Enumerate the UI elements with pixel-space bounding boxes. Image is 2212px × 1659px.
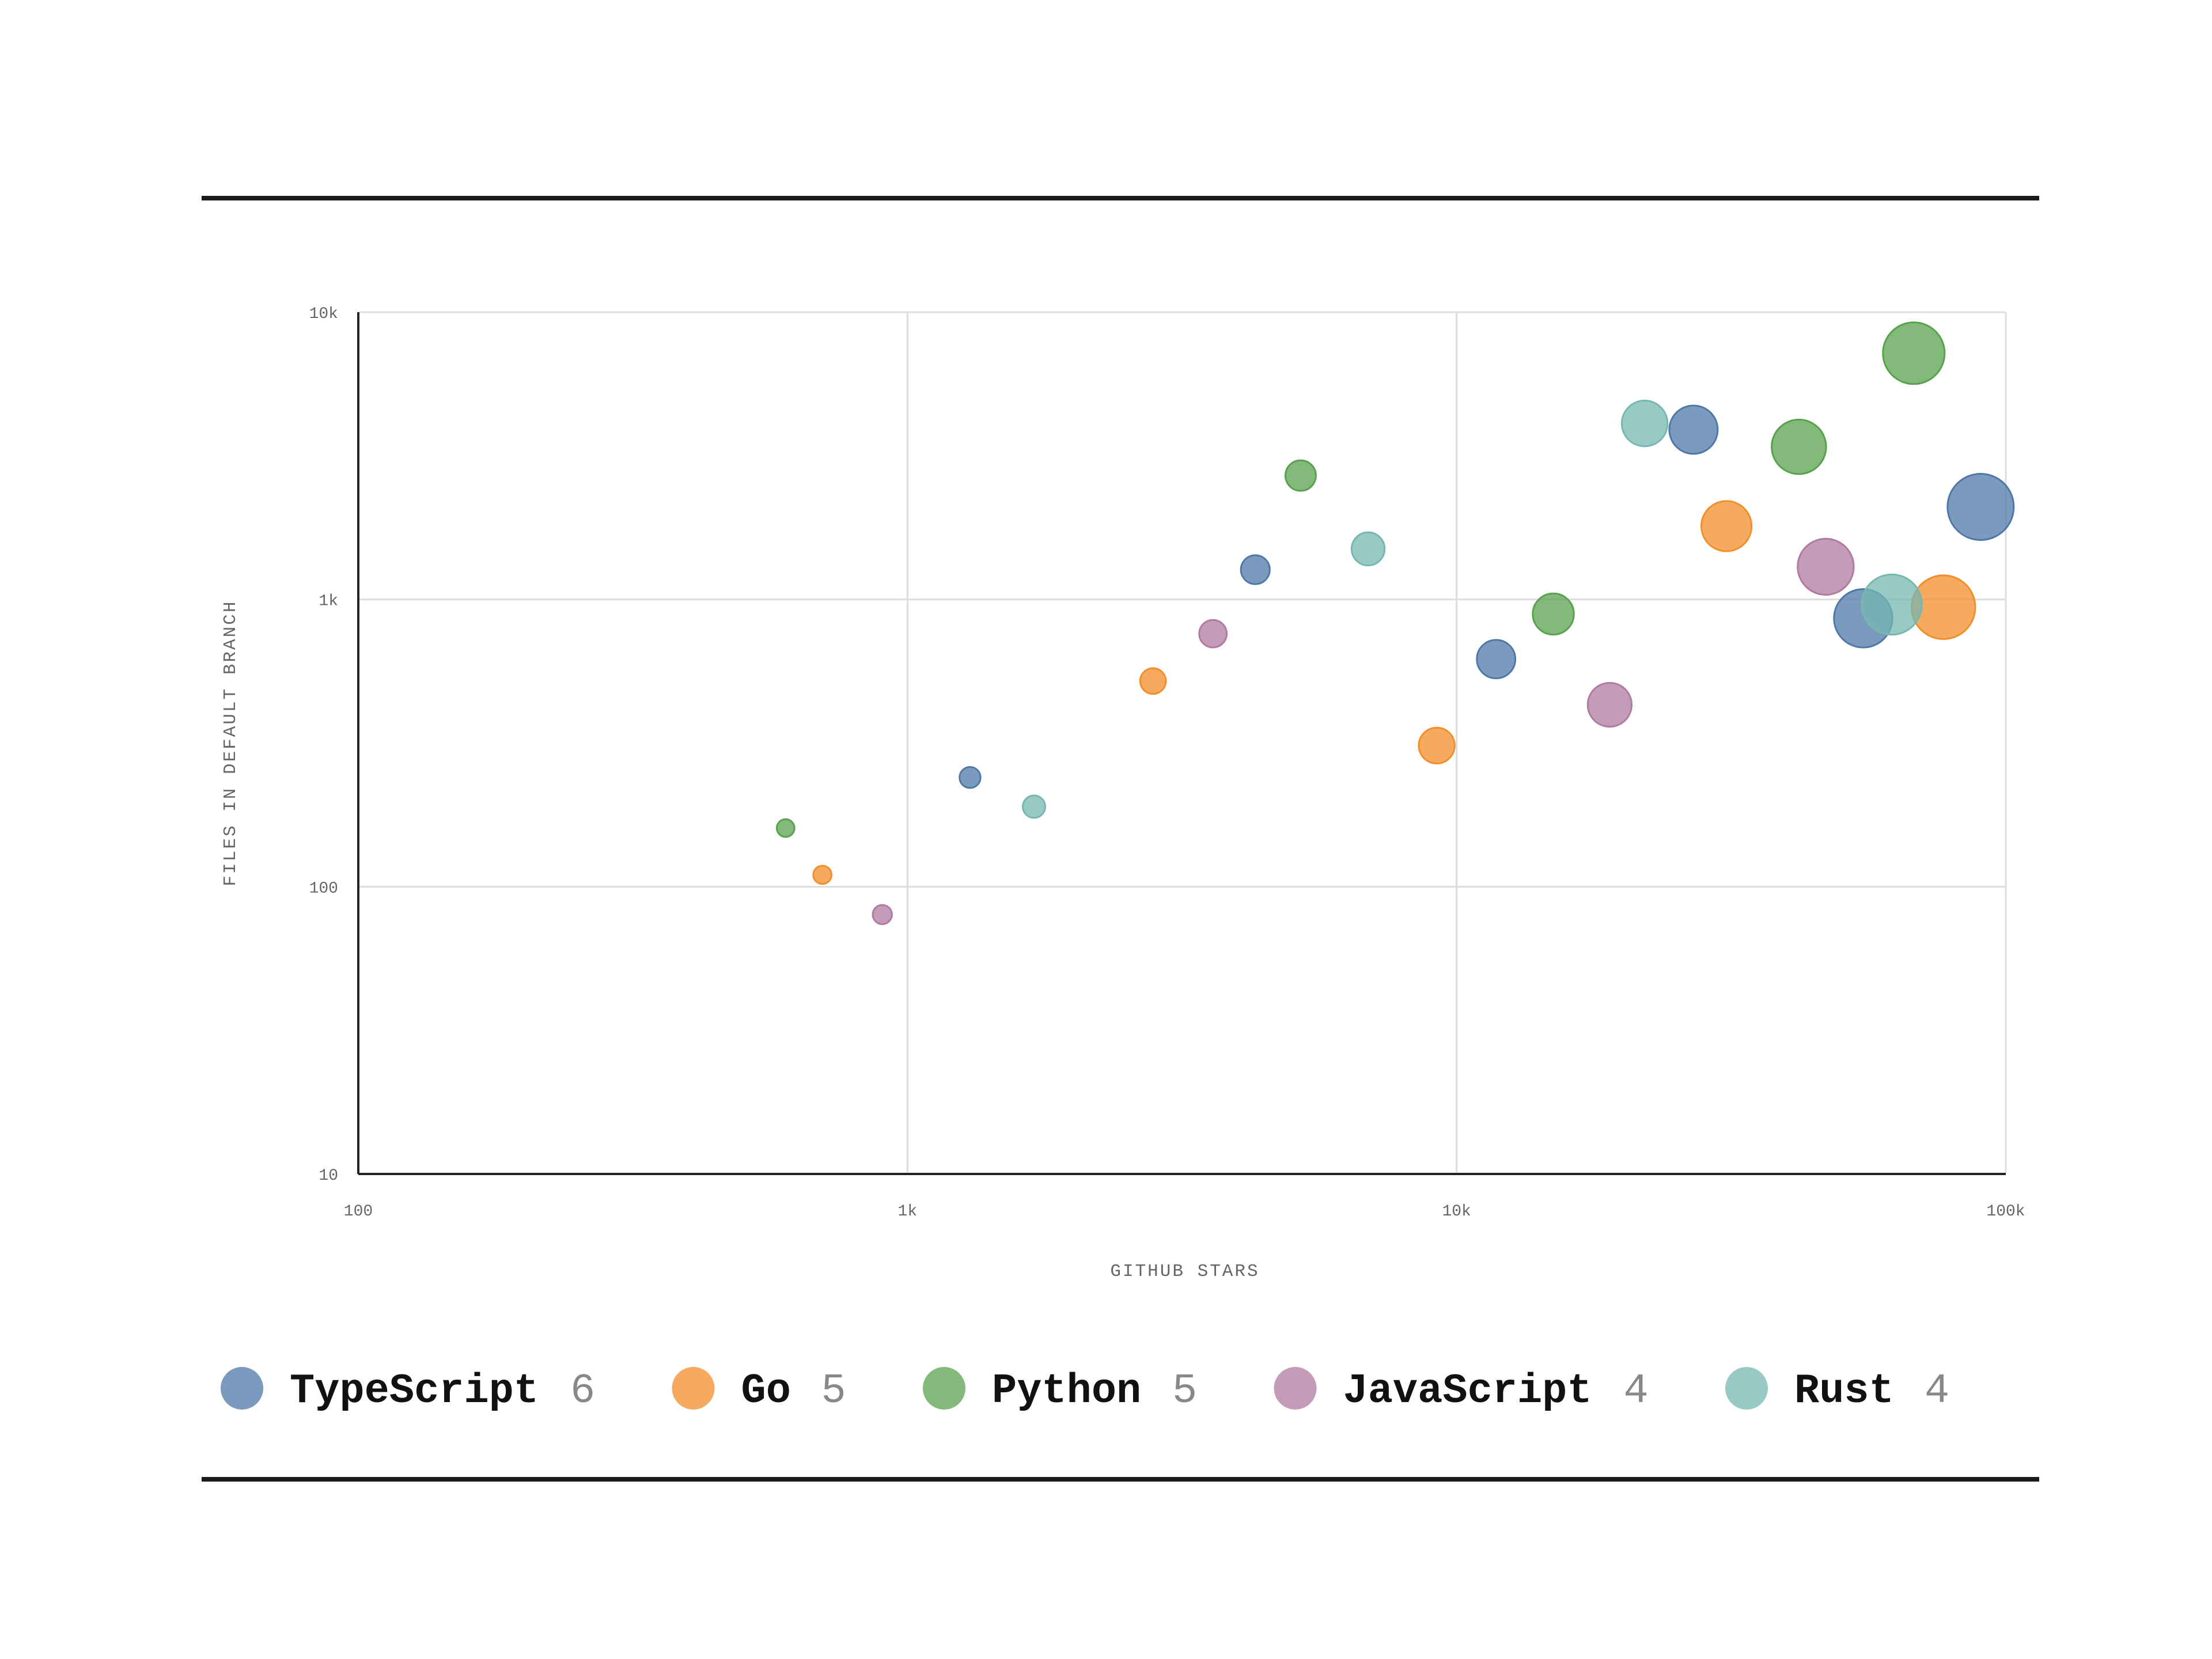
point-rust xyxy=(1861,573,1923,636)
bottom-rule xyxy=(202,1477,2039,1482)
y-tick-label: 100 xyxy=(309,880,338,897)
point-javascript xyxy=(1797,537,1855,596)
x-tick-label: 100k xyxy=(1986,1203,2025,1221)
legend-swatch xyxy=(1274,1367,1317,1410)
y-axis-title: FILES IN DEFAULT BRANCH xyxy=(221,600,241,887)
point-typescript xyxy=(1476,639,1517,680)
point-javascript xyxy=(1198,619,1228,649)
point-javascript xyxy=(1586,681,1633,728)
legend-item-rust: Rust 4 xyxy=(1725,1367,1949,1415)
point-typescript xyxy=(959,766,982,789)
point-go xyxy=(812,865,832,885)
x-tick-label: 1k xyxy=(898,1203,918,1221)
x-tick-label: 10k xyxy=(1442,1203,1471,1221)
y-tick-label: 10k xyxy=(309,305,338,323)
point-typescript xyxy=(1668,404,1719,455)
legend: TypeScript 6 Go 5 Python 5 JavaScript 4 Rust 4 xyxy=(221,1367,1949,1415)
y-tick-label: 1k xyxy=(319,593,338,611)
legend-count: 6 xyxy=(570,1368,595,1415)
tick-labels: 100 1k 10k 100k 10 100 1k 10k xyxy=(309,305,2025,1221)
legend-count: 5 xyxy=(821,1368,846,1415)
point-javascript xyxy=(872,904,893,925)
legend-item-typescript: TypeScript 6 xyxy=(221,1367,595,1415)
legend-label: JavaScript xyxy=(1343,1368,1592,1415)
point-go xyxy=(1139,667,1167,695)
point-python xyxy=(1284,459,1317,492)
legend-swatch xyxy=(923,1367,965,1410)
x-axis-title: GITHUB STARS xyxy=(1110,1262,1259,1282)
legend-count: 5 xyxy=(1172,1368,1197,1415)
point-python xyxy=(1882,321,1946,385)
point-python xyxy=(775,818,796,838)
axes xyxy=(357,312,2006,1175)
legend-label: Python xyxy=(992,1368,1141,1415)
point-go xyxy=(1700,500,1753,552)
y-tick-label: 10 xyxy=(319,1167,338,1185)
point-typescript xyxy=(1946,473,2015,541)
legend-item-go: Go 5 xyxy=(672,1367,846,1415)
legend-swatch xyxy=(1725,1367,1768,1410)
legend-count: 4 xyxy=(1624,1368,1649,1415)
point-rust xyxy=(1022,794,1047,819)
point-rust xyxy=(1350,531,1386,567)
point-go xyxy=(1418,726,1456,764)
legend-label: TypeScript xyxy=(290,1368,539,1415)
x-tick-label: 100 xyxy=(344,1203,373,1221)
point-typescript xyxy=(1240,554,1271,585)
legend-swatch xyxy=(672,1367,715,1410)
legend-item-javascript: JavaScript 4 xyxy=(1274,1367,1649,1415)
legend-label: Rust xyxy=(1794,1368,1894,1415)
legend-label: Go xyxy=(741,1368,791,1415)
point-rust xyxy=(1620,399,1669,448)
grid-lines xyxy=(358,311,2007,1174)
point-python xyxy=(1771,418,1827,475)
legend-swatch xyxy=(221,1367,263,1410)
point-python xyxy=(1532,592,1575,636)
data-points xyxy=(775,321,2015,925)
legend-item-python: Python 5 xyxy=(923,1367,1197,1415)
top-rule xyxy=(202,196,2039,200)
legend-count: 4 xyxy=(1925,1368,1949,1415)
